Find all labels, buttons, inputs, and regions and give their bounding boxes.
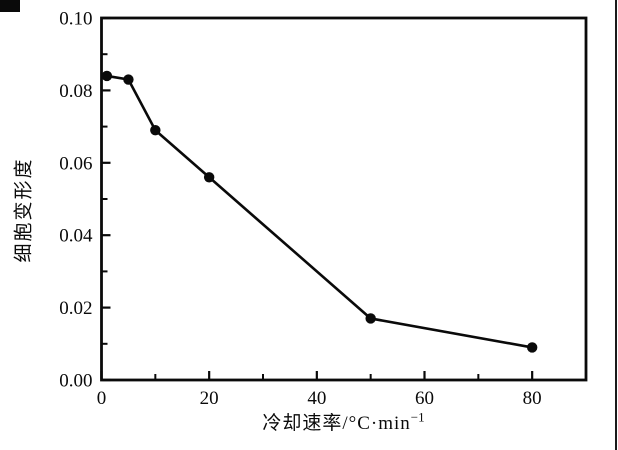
data-point [365,313,376,324]
x-tick-label: 40 [307,388,326,409]
x-tick-label: 0 [97,388,107,409]
x-axis-label-superscript: −1 [410,409,425,425]
y-tick-label: 0.00 [59,371,92,392]
data-point [101,70,113,82]
data-point [123,74,134,85]
page-edge-line [615,0,617,450]
data-point [526,342,538,353]
x-tick-label: 80 [523,388,542,409]
data-point [203,172,215,183]
y-axis-label-text: 细胞变形度 [13,157,35,263]
y-tick-label: 0.08 [59,81,92,102]
plot-frame [100,16,588,382]
x-tick-label: 20 [200,388,219,409]
x-axis-label: 冷却速率/°C·min−1 [101,408,586,435]
y-tick-label: 0.04 [59,226,93,247]
y-tick-label: 0.06 [59,153,92,174]
data-point [150,125,161,136]
x-axis-label-base: 冷却速率/°C·min [262,413,411,434]
y-tick-label: 0.02 [59,298,92,319]
scan-artifact-top-left [0,0,20,12]
x-tick-label: 60 [415,388,434,409]
y-tick-label: 0.10 [59,9,92,30]
data-line [105,74,534,349]
